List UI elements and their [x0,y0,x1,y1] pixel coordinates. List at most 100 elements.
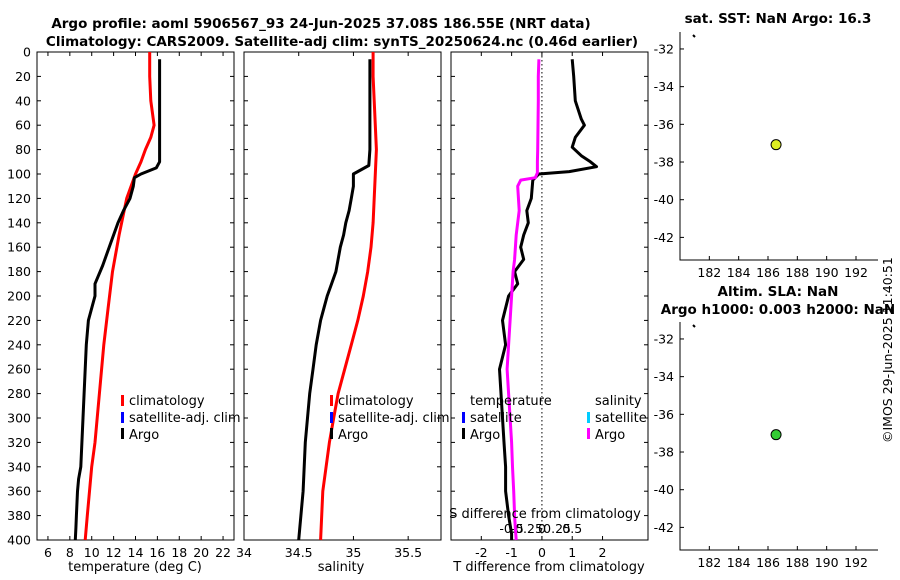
x-tick-label: -2 [475,545,487,560]
salinity-xlabel: salinity [318,560,365,575]
x-tick-label: 20 [193,545,209,560]
y-tick-label: 400 [7,533,31,548]
series-line-climatology [83,52,156,541]
temperature-panel: 0 20 40 60 80 100 120 140 160 180 200 220 240 260 280 3… [7,45,235,560]
legend-swatch-argo [330,428,333,439]
x-tick-label: 184 [727,265,751,280]
difference-legend: temperature satellite Argo salinity sate… [462,394,647,443]
x-tick-label: 34 [236,545,252,560]
salinity-panel: 34 34.5 35 35.5 [236,51,442,560]
sst-map-title: sat. SST: NaN Argo: 16.3 [685,11,872,27]
x-tick-label: 16 [149,545,165,560]
sst-map-panel: -32 -34 -36 -38 -40 -42 182 184 186 188 190 192 [654,32,878,280]
y-tick-label: -38 [654,445,674,460]
y-tick-label: -38 [654,155,674,170]
legend-swatch-satellite-clim [330,412,333,423]
legend-label-argo: Argo [129,428,159,443]
x-tick-label: 188 [785,265,809,280]
argo-position-marker [770,139,782,151]
y-tick-label: -42 [654,520,674,535]
temperature-xlabel: temperature (deg C) [68,560,202,575]
legend-swatch-s-satellite [587,412,590,423]
x-tick-label: -1 [505,545,517,560]
y-tick-label: 60 [15,118,31,133]
legend-swatch-s-argo [587,428,590,439]
y-tick-label: 0 [23,45,31,60]
legend-label-t-argo: Argo [470,428,500,443]
sla-map-title-1: Altim. SLA: NaN [718,284,839,300]
title-line-2: Climatology: CARS2009. Satellite-adj cli… [46,34,638,50]
title-line-1: Argo profile: aoml 5906567_93 24-Jun-202… [51,16,590,32]
series-line-temperature-argo [498,59,598,540]
y-tick-label: -36 [654,117,674,132]
y-tick-label: -34 [654,79,674,94]
x-tick-label: 12 [106,545,122,560]
x-tick-label: 188 [785,555,809,570]
legend-label-climatology: climatology [338,394,414,409]
sla-map-title-2: Argo h1000: 0.003 h2000: NaN [661,302,895,318]
y-tick-label: 160 [7,240,31,255]
x-tick-label: 10 [84,545,100,560]
legend-swatch-climatology [330,395,333,406]
y-tick-label: 40 [15,93,31,108]
y-tick-label: 280 [7,386,31,401]
x-tick-label-salinity: 0.5 [562,521,582,536]
x-tick-label: 35 [345,545,361,560]
legend-label-satellite-clim: satellite-adj. clim [129,411,241,426]
x-tick-label: 34.5 [285,545,313,560]
axes-frame [679,32,878,261]
x-tick-label: 18 [171,545,187,560]
x-tick-label: 190 [815,555,839,570]
axes-frame [243,51,442,541]
y-tick-label: 320 [7,435,31,450]
legend-swatch-climatology [121,395,124,406]
legend-label-s-argo: Argo [595,428,625,443]
y-tick-label: 100 [7,167,31,182]
x-tick-label: 0 [538,545,546,560]
y-tick-label: -36 [654,407,674,422]
coastline-fragment [692,324,696,328]
axes-frame [36,51,235,541]
legend-title-salinity: salinity [595,394,642,409]
y-tick-label: -34 [654,369,674,384]
y-tick-label: 200 [7,289,31,304]
salinity-legend: climatology satellite-adj. clim Argo [330,394,450,443]
legend-swatch-t-argo [462,428,465,439]
legend-label-climatology: climatology [129,394,205,409]
x-tick-label: 1 [568,545,576,560]
y-tick-label: 220 [7,313,31,328]
series-line-argo [73,59,162,541]
y-tick-label: 300 [7,411,31,426]
y-tick-label: 340 [7,459,31,474]
legend-swatch-t-satellite [462,412,465,423]
x-tick-label: 182 [697,555,721,570]
x-tick-label: 6 [44,545,52,560]
sla-map-panel: -32 -34 -36 -38 -40 -42 182 184 186 188 190 192 [654,322,878,570]
argo-position-marker [770,429,782,441]
y-tick-label: 20 [15,69,31,84]
legend-label-satellite-clim: satellite-adj. clim [338,411,450,426]
x-tick-label: 190 [815,265,839,280]
temperature-legend: climatology satellite-adj. clim Argo [121,394,241,443]
legend-label-s-satellite: satellite [595,411,647,426]
legend-swatch-argo [121,428,124,439]
axes-frame [450,51,649,541]
series-line-climatology [319,52,378,541]
x-tick-label: 8 [66,545,74,560]
series-line-salinity-argo [505,59,541,541]
x-tick-label-salinity: 0.25 [543,521,571,536]
y-tick-label: 360 [7,484,31,499]
legend-label-t-satellite: satellite [470,411,522,426]
imos-stamp: ©IMOS 29-Jun-2025 11:40:51 [880,257,895,443]
y-tick-label: -42 [654,230,674,245]
y-tick-label: 120 [7,191,31,206]
x-tick-label: 186 [756,265,780,280]
legend-swatch-satellite-clim [121,412,124,423]
y-tick-label: -40 [654,192,674,207]
coastline-fragment [692,34,696,38]
y-tick-label: -32 [654,331,674,346]
difference-xlabel: T difference from climatology [452,560,645,575]
y-tick-label: 260 [7,362,31,377]
x-tick-label: 184 [727,555,751,570]
x-tick-label: 35.5 [394,545,422,560]
